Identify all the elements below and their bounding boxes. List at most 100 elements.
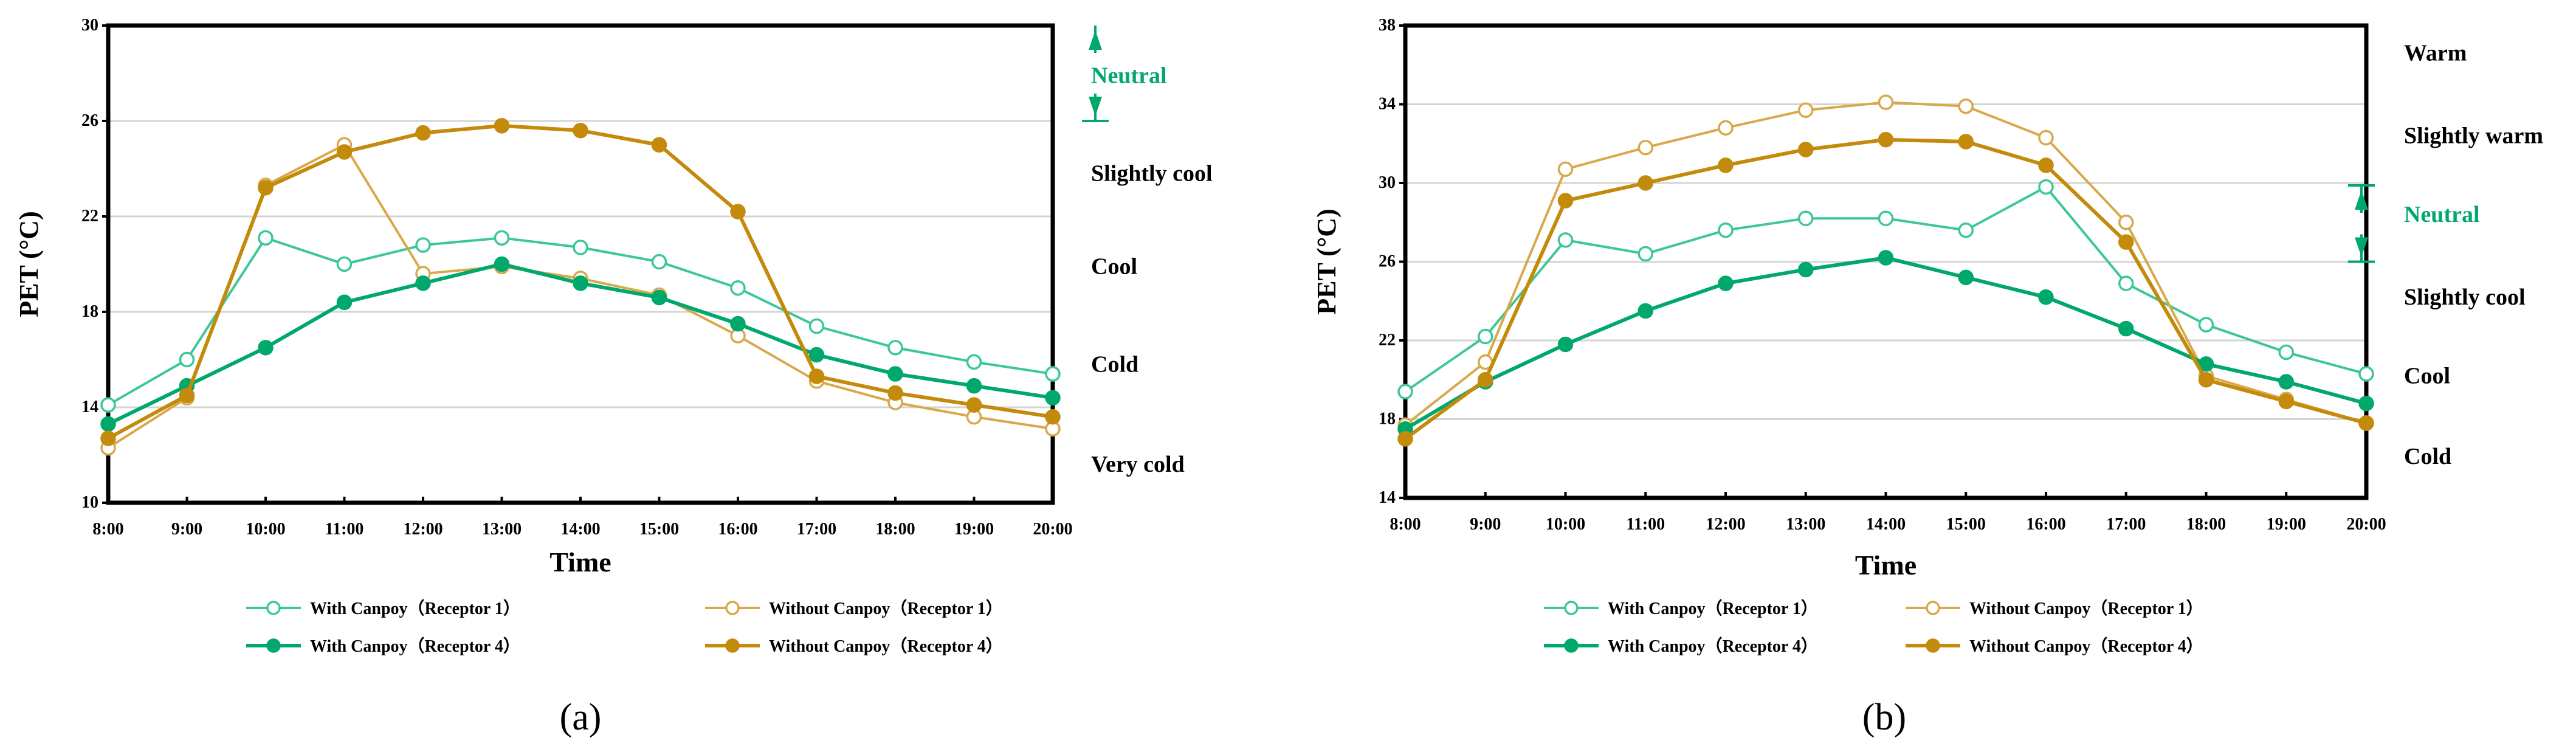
series-with-r1 bbox=[1397, 179, 2374, 399]
data-point bbox=[1478, 372, 1493, 388]
data-point bbox=[573, 240, 588, 255]
data-point bbox=[1878, 250, 1894, 266]
series-with-r4 bbox=[1397, 250, 2374, 437]
data-point bbox=[1045, 366, 1061, 382]
x-tick-label: 13:00 bbox=[482, 520, 522, 539]
data-point bbox=[573, 122, 588, 139]
legend-marker bbox=[1564, 638, 1579, 653]
x-tick-label: 8:00 bbox=[1390, 515, 1421, 534]
data-point bbox=[1557, 161, 1574, 178]
data-point bbox=[966, 354, 982, 370]
comfort-label: Slightly cool bbox=[2404, 285, 2526, 310]
data-point bbox=[415, 237, 431, 253]
data-point bbox=[1878, 132, 1894, 148]
legend-label: Without Canpoy（Receptor 1） bbox=[769, 598, 1003, 618]
legend-marker bbox=[1926, 601, 1940, 615]
legend-item: With Canpoy（Receptor 1） bbox=[1544, 598, 1818, 618]
data-point bbox=[966, 378, 982, 394]
legend-marker bbox=[1564, 601, 1579, 615]
series-with-r1 bbox=[100, 230, 1061, 413]
legend-marker bbox=[1926, 638, 1940, 653]
y-tick-label: 38 bbox=[1379, 16, 1396, 35]
series-without-r4 bbox=[100, 118, 1061, 446]
data-point bbox=[1045, 409, 1061, 425]
legend-marker bbox=[266, 601, 281, 615]
data-point bbox=[415, 125, 431, 141]
data-point bbox=[1878, 210, 1894, 227]
data-point bbox=[1958, 98, 1974, 114]
x-tick-label: 15:00 bbox=[1946, 515, 1986, 534]
series-line bbox=[1404, 255, 2367, 431]
x-tick-label: 10:00 bbox=[246, 520, 285, 539]
data-point bbox=[808, 347, 825, 363]
data-point bbox=[2118, 320, 2134, 337]
data-point bbox=[1718, 222, 1734, 238]
comfort-label: Slightly cool bbox=[1091, 160, 1213, 186]
comfort-label: Neutral bbox=[1091, 63, 1167, 88]
comfort-label: Cold bbox=[2404, 444, 2451, 469]
data-point bbox=[1478, 328, 1493, 345]
x-axis-title: Time bbox=[1855, 550, 1917, 581]
neutral-range-arrow-icon bbox=[1082, 26, 1109, 122]
data-point bbox=[966, 397, 982, 413]
y-tick-label: 14 bbox=[1379, 488, 1396, 507]
x-axis-title: Time bbox=[549, 547, 611, 578]
data-point bbox=[258, 230, 274, 246]
data-point bbox=[336, 294, 353, 311]
x-tick-label: 15:00 bbox=[639, 520, 679, 539]
x-tick-label: 13:00 bbox=[1786, 515, 1825, 534]
x-tick-label: 19:00 bbox=[954, 520, 994, 539]
data-point bbox=[100, 416, 116, 432]
panel-label: (b) bbox=[1862, 697, 1906, 738]
data-point bbox=[1798, 102, 1814, 118]
data-point bbox=[1638, 139, 1653, 156]
x-tick-label: 16:00 bbox=[718, 520, 757, 539]
x-tick-label: 9:00 bbox=[171, 520, 202, 539]
data-point bbox=[100, 397, 116, 413]
data-point bbox=[1718, 157, 1734, 173]
x-tick-label: 19:00 bbox=[2267, 515, 2306, 534]
data-point bbox=[1397, 431, 1413, 447]
data-point bbox=[1878, 94, 1894, 111]
data-point bbox=[2198, 356, 2214, 372]
data-point bbox=[2358, 415, 2374, 431]
data-point bbox=[1798, 142, 1814, 157]
data-point bbox=[336, 256, 353, 272]
legend-label: Without Canpoy（Receptor 4） bbox=[769, 636, 1003, 656]
data-point bbox=[1638, 303, 1653, 319]
y-tick-label: 26 bbox=[81, 111, 98, 130]
data-point bbox=[2358, 366, 2374, 382]
data-point bbox=[1638, 175, 1653, 191]
data-point bbox=[494, 118, 510, 134]
data-point bbox=[2278, 344, 2294, 360]
y-axis-title: PET (°C) bbox=[14, 211, 44, 317]
data-point bbox=[2278, 374, 2294, 390]
y-tick-label: 10 bbox=[81, 493, 98, 512]
data-point bbox=[494, 256, 510, 272]
data-point bbox=[730, 316, 746, 332]
y-tick-label: 22 bbox=[1379, 331, 1396, 350]
data-point bbox=[100, 430, 116, 446]
data-point bbox=[258, 180, 274, 196]
legend-marker bbox=[725, 601, 740, 615]
x-tick-label: 20:00 bbox=[2346, 515, 2386, 534]
series-line bbox=[107, 143, 1053, 449]
data-point bbox=[651, 137, 667, 153]
data-point bbox=[2038, 129, 2054, 146]
data-point bbox=[2038, 179, 2054, 195]
data-point bbox=[1798, 210, 1814, 227]
data-point bbox=[573, 275, 588, 291]
panel-label: (a) bbox=[560, 697, 602, 738]
y-tick-label: 26 bbox=[1379, 252, 1396, 271]
data-point bbox=[179, 351, 195, 368]
comfort-label: Very cold bbox=[1091, 452, 1185, 477]
data-point bbox=[1557, 193, 1574, 209]
data-point bbox=[1958, 269, 1974, 286]
x-tick-label: 14:00 bbox=[1866, 515, 1906, 534]
data-point bbox=[1557, 232, 1574, 248]
y-tick-label: 14 bbox=[81, 398, 98, 416]
y-tick-label: 34 bbox=[1379, 95, 1396, 114]
data-point bbox=[2038, 289, 2054, 305]
legend-label: Without Canpoy（Receptor 1） bbox=[1969, 598, 2203, 618]
